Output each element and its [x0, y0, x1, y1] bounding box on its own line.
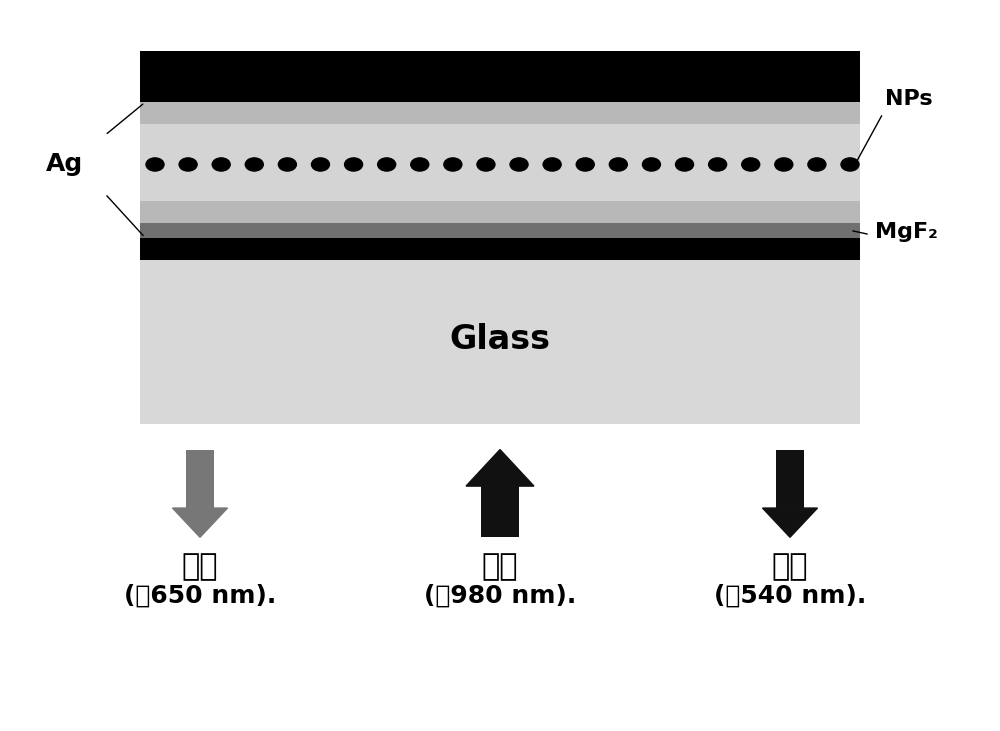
Circle shape	[576, 158, 594, 171]
Bar	[140, 124, 860, 201]
Circle shape	[311, 158, 329, 171]
Bar	[140, 223, 860, 238]
Text: (～650 nm).: (～650 nm).	[124, 584, 276, 607]
Circle shape	[510, 158, 528, 171]
Polygon shape	[466, 450, 534, 486]
Text: Glass: Glass	[450, 323, 550, 357]
Bar	[140, 102, 860, 223]
Circle shape	[245, 158, 263, 171]
Text: (～540 nm).: (～540 nm).	[714, 584, 866, 607]
Polygon shape	[763, 508, 818, 537]
Bar	[140, 238, 860, 260]
Bar	[140, 260, 860, 424]
Circle shape	[146, 158, 164, 171]
Circle shape	[709, 158, 727, 171]
Circle shape	[378, 158, 396, 171]
Circle shape	[742, 158, 760, 171]
Circle shape	[676, 158, 694, 171]
Text: 发光: 发光	[772, 552, 808, 581]
Text: MgF₂: MgF₂	[875, 221, 938, 242]
Bar	[186, 450, 214, 508]
Circle shape	[543, 158, 561, 171]
Circle shape	[179, 158, 197, 171]
Circle shape	[609, 158, 627, 171]
Circle shape	[444, 158, 462, 171]
Bar	[481, 486, 519, 537]
Circle shape	[841, 158, 859, 171]
Polygon shape	[173, 508, 228, 537]
Circle shape	[345, 158, 363, 171]
Circle shape	[808, 158, 826, 171]
Circle shape	[278, 158, 296, 171]
Text: Ag: Ag	[46, 153, 84, 176]
Text: 发光: 发光	[182, 552, 218, 581]
Circle shape	[411, 158, 429, 171]
Bar	[140, 51, 860, 102]
Circle shape	[775, 158, 793, 171]
Text: (～980 nm).: (～980 nm).	[424, 584, 576, 607]
Circle shape	[212, 158, 230, 171]
Bar	[776, 450, 804, 508]
Text: NPs: NPs	[885, 88, 933, 109]
Circle shape	[642, 158, 660, 171]
Circle shape	[477, 158, 495, 171]
Text: 激发: 激发	[482, 552, 518, 581]
